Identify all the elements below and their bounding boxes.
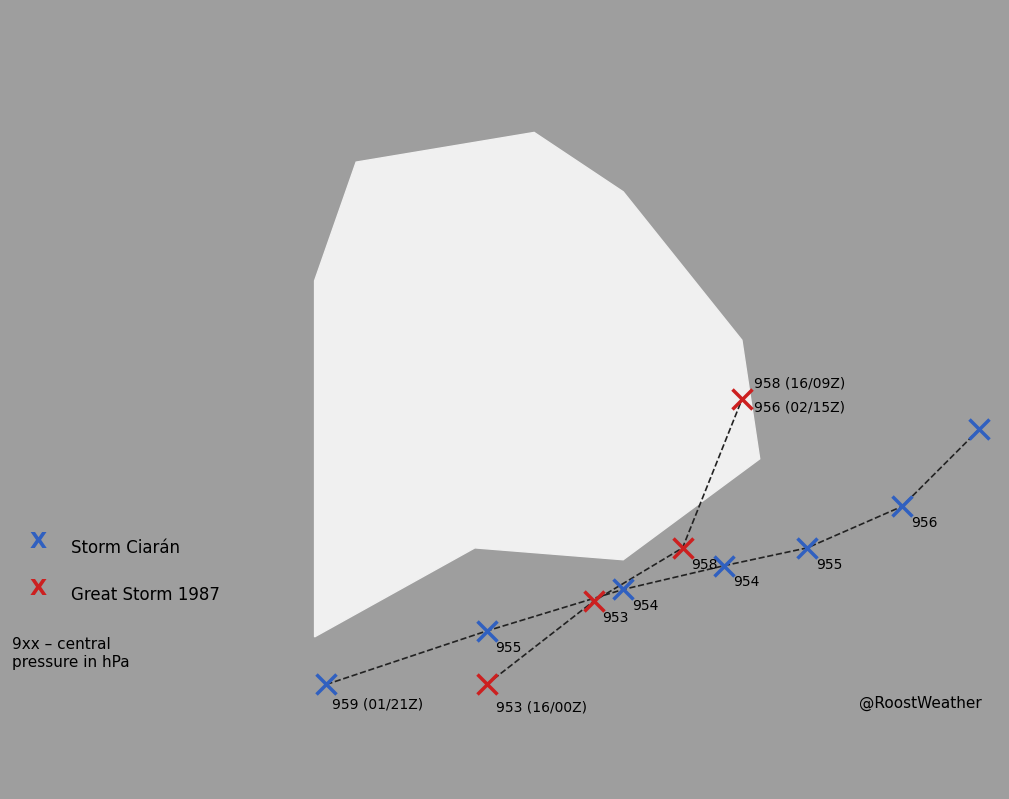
Text: Great Storm 1987: Great Storm 1987 [72,586,220,604]
Text: X: X [29,532,46,552]
Text: 955: 955 [495,641,522,654]
Text: 954: 954 [632,599,659,613]
Text: @RoostWeather: @RoostWeather [859,696,982,711]
Text: 955: 955 [816,558,843,571]
Polygon shape [315,133,760,637]
Text: 953: 953 [602,611,629,625]
Text: 954: 954 [733,575,760,590]
Text: Storm Ciarán: Storm Ciarán [72,539,181,557]
Text: 956 (02/15Z): 956 (02/15Z) [754,400,845,415]
Text: 956: 956 [911,516,937,530]
Text: 953 (16/00Z): 953 (16/00Z) [495,700,586,714]
Text: 959 (01/21Z): 959 (01/21Z) [332,698,424,711]
Text: X: X [29,579,46,599]
Text: 9xx – central
pressure in hPa: 9xx – central pressure in hPa [12,637,129,670]
Text: 958 (16/09Z): 958 (16/09Z) [754,376,845,391]
Text: 958: 958 [691,558,718,571]
